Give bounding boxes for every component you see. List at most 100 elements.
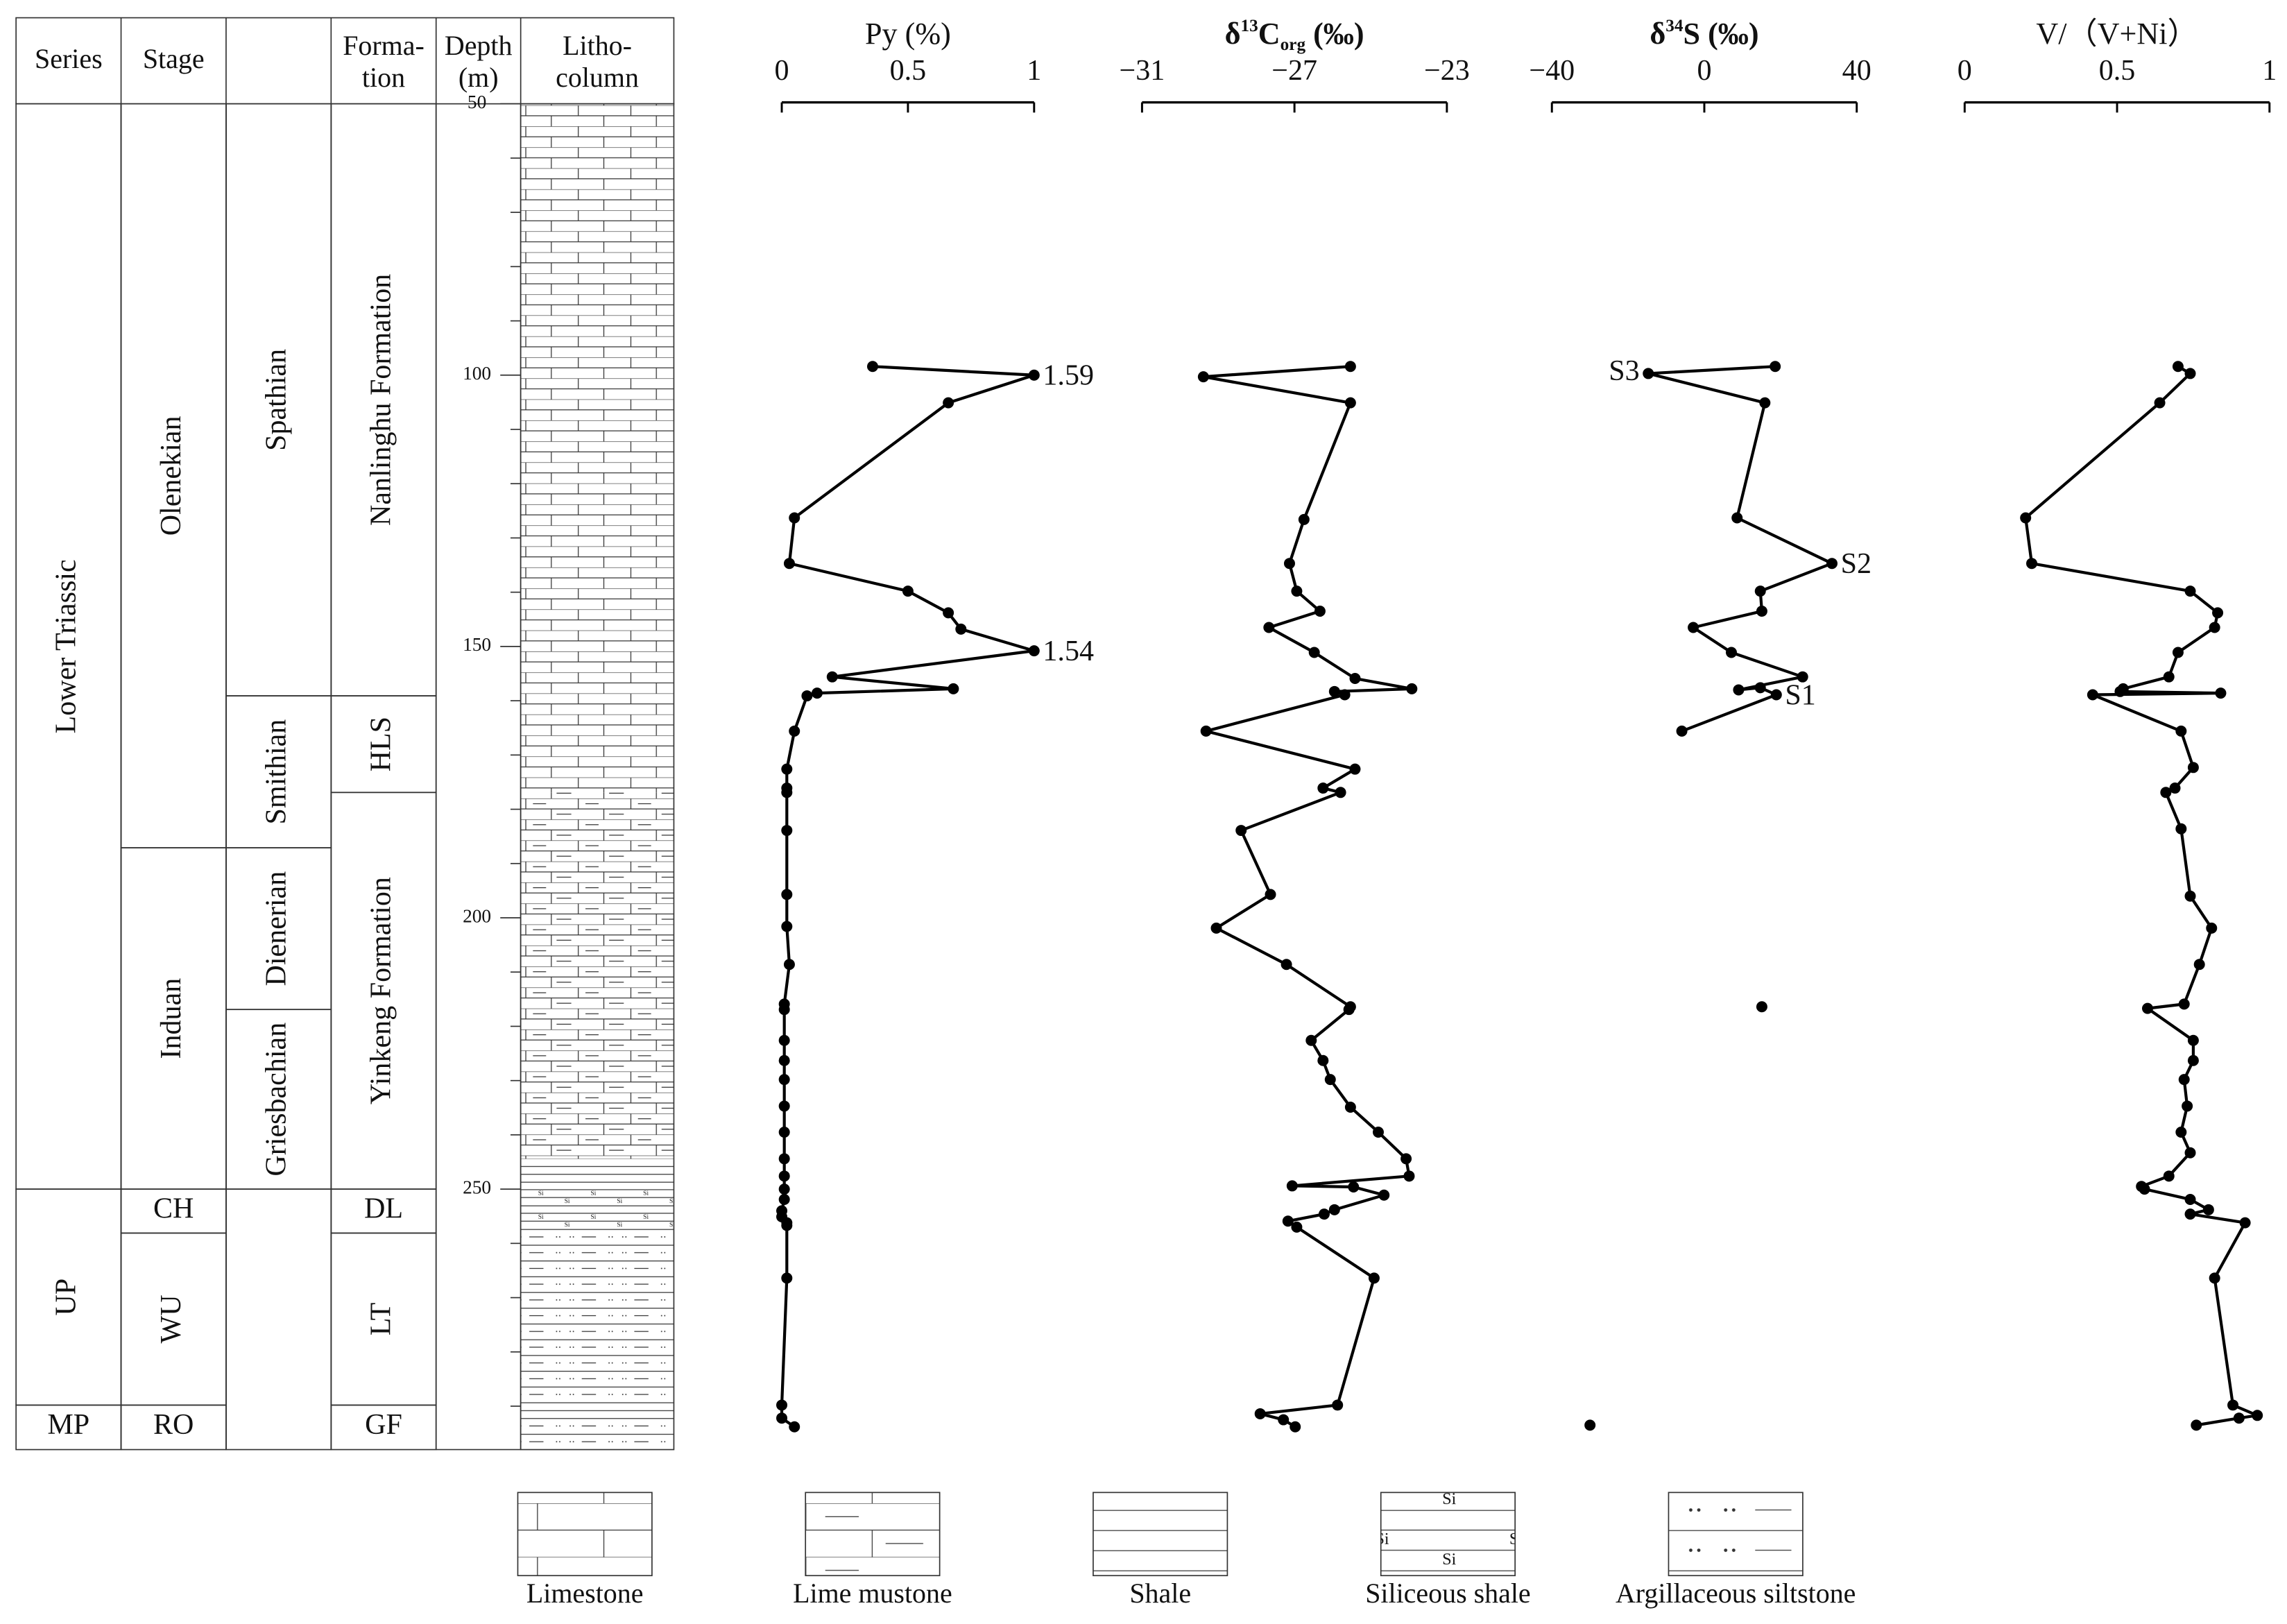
- annotation: S1: [1785, 679, 1815, 711]
- header-label: column: [556, 62, 639, 93]
- data-point: [1378, 1189, 1390, 1201]
- data-point: [2163, 671, 2175, 683]
- data-point: [1197, 371, 1209, 383]
- data-point: [778, 1170, 790, 1182]
- data-point: [2172, 647, 2184, 658]
- x-tick-label: 0: [1958, 55, 1972, 87]
- data-point: [1731, 512, 1743, 524]
- x-tick-label: 1: [2262, 55, 2277, 87]
- annotation: S2: [1841, 548, 1871, 580]
- data-point: [778, 1034, 790, 1046]
- header-label: Series: [35, 43, 103, 74]
- data-point: [2182, 1100, 2193, 1112]
- data-point: [1028, 369, 1040, 381]
- data-point: [2227, 1399, 2239, 1411]
- legend-swatch: [1668, 1491, 1804, 1577]
- data-point: [1756, 1001, 1767, 1013]
- data-point: [1770, 689, 1782, 701]
- legend-label: Limestone: [526, 1578, 644, 1609]
- data-point: [2209, 622, 2220, 633]
- data-point: [902, 586, 914, 597]
- unit-label: MP: [47, 1409, 89, 1441]
- unit-label: Yinkeng Formation: [366, 877, 397, 1104]
- data-point: [1278, 1414, 1290, 1426]
- data-point: [2187, 762, 2199, 773]
- data-point: [1305, 1034, 1317, 1046]
- annotation: S3: [1609, 355, 1639, 387]
- data-point: [1349, 673, 1361, 685]
- header-label: (m): [459, 62, 499, 93]
- x-tick-label: −40: [1529, 55, 1575, 87]
- data-point: [1291, 1221, 1303, 1233]
- data-point: [1725, 647, 1737, 658]
- data-point: [1286, 1180, 1298, 1192]
- data-point: [2206, 922, 2218, 934]
- data-point: [1332, 1399, 1344, 1411]
- data-point: [2141, 1002, 2153, 1014]
- unit-label: Induan: [155, 978, 187, 1059]
- data-point: [2175, 725, 2187, 737]
- data-point: [789, 725, 800, 737]
- data-point: [2184, 586, 2196, 597]
- data-point: [1406, 683, 1418, 694]
- data-point: [1688, 622, 1699, 633]
- data-point: [2020, 512, 2032, 524]
- data-point: [1343, 1004, 1355, 1016]
- data-point: [781, 1220, 793, 1231]
- lithology-interval: [520, 1159, 674, 1190]
- unit-label: Lower Triassic: [50, 559, 82, 733]
- legend-label: Argillaceous siltstone: [1616, 1578, 1856, 1609]
- data-point: [1317, 783, 1329, 794]
- data-point: [783, 558, 795, 570]
- data-point: [2187, 1054, 2199, 1066]
- unit-label: Dienerian: [260, 871, 292, 986]
- header-label: Stage: [143, 43, 205, 74]
- data-point: [2202, 1204, 2214, 1215]
- depth-tick-label: 250: [463, 1177, 491, 1197]
- data-point: [2178, 998, 2190, 1010]
- legend-swatch: [1093, 1491, 1228, 1577]
- data-point: [781, 889, 793, 900]
- data-point: [1328, 685, 1340, 697]
- panel-title: δ34S (‰): [1650, 17, 1758, 51]
- data-point: [2184, 1193, 2196, 1205]
- legend-swatch: [1380, 1491, 1516, 1577]
- depth-tick-label: 50: [468, 92, 486, 112]
- data-point: [2139, 1183, 2150, 1195]
- unit-label: RO: [153, 1409, 194, 1441]
- title-part: 13: [1241, 17, 1258, 35]
- data-point: [783, 959, 795, 971]
- data-point: [2160, 787, 2172, 798]
- x-tick-label: 0.5: [890, 55, 927, 87]
- data-line: [2024, 365, 2259, 1427]
- panel-title: V/（V+Ni）: [2036, 17, 2198, 51]
- data-point: [1754, 682, 1766, 694]
- data-point: [1676, 725, 1688, 737]
- title-part: S (‰): [1683, 17, 1758, 51]
- data-point: [2175, 823, 2187, 835]
- lithology-interval: [520, 1419, 674, 1450]
- data-point: [1348, 1181, 1360, 1193]
- data-point: [781, 921, 793, 932]
- data-point: [778, 1100, 790, 1112]
- title-part: org: [1280, 35, 1306, 54]
- header-label: tion: [362, 62, 405, 93]
- data-point: [1317, 1054, 1329, 1066]
- depth-tick-label: 150: [463, 634, 491, 655]
- data-point: [1335, 787, 1346, 798]
- data-point: [2172, 361, 2184, 373]
- data-point: [1643, 368, 1654, 379]
- data-point: [778, 1004, 790, 1016]
- lithology-interval: [520, 1233, 674, 1407]
- panel-title: Py (%): [865, 17, 951, 51]
- data-point: [1339, 689, 1351, 701]
- title-part: C: [1258, 17, 1280, 51]
- data-point: [1584, 1419, 1596, 1431]
- data-point: [778, 1126, 790, 1138]
- legend-label: Shale: [1129, 1578, 1191, 1609]
- data-point: [2184, 368, 2196, 379]
- lithology-interval: [520, 1406, 674, 1420]
- unit-cell: [330, 1404, 437, 1451]
- x-tick-label: −23: [1424, 55, 1470, 87]
- data-point: [2215, 687, 2227, 699]
